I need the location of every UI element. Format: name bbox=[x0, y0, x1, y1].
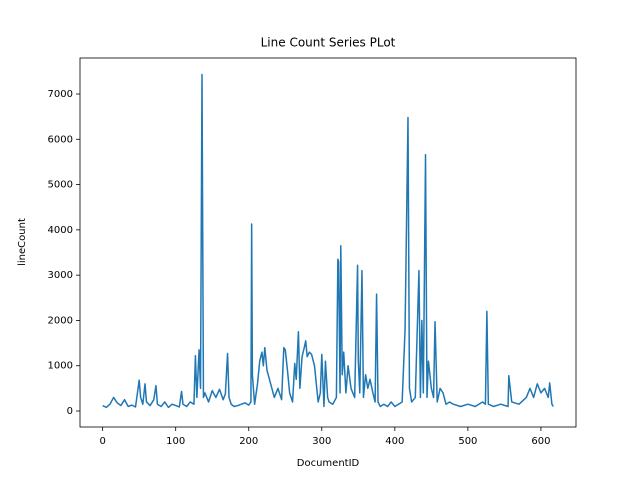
data-line bbox=[102, 73, 554, 409]
y-tick-label: 6000 bbox=[48, 134, 73, 145]
y-tick-label: 0 bbox=[67, 406, 73, 417]
x-tick-label: 0 bbox=[99, 436, 105, 447]
y-axis-label: lineCount bbox=[17, 218, 28, 266]
y-tick-label: 2000 bbox=[48, 315, 73, 326]
x-tick-label: 400 bbox=[385, 436, 404, 447]
x-tick-label: 600 bbox=[531, 436, 550, 447]
x-tick-label: 100 bbox=[166, 436, 185, 447]
x-tick-label: 500 bbox=[458, 436, 477, 447]
y-tick-label: 4000 bbox=[48, 225, 73, 236]
y-tick-label: 1000 bbox=[48, 361, 73, 372]
y-tick-label: 7000 bbox=[48, 89, 73, 100]
chart-title: Line Count Series PLot bbox=[261, 36, 396, 50]
y-tick-label: 5000 bbox=[48, 180, 73, 191]
x-tick-label: 300 bbox=[312, 436, 331, 447]
y-tick-label: 3000 bbox=[48, 270, 73, 281]
x-axis-label: DocumentID bbox=[297, 458, 360, 469]
x-tick-label: 200 bbox=[239, 436, 258, 447]
plot-frame bbox=[79, 57, 577, 428]
